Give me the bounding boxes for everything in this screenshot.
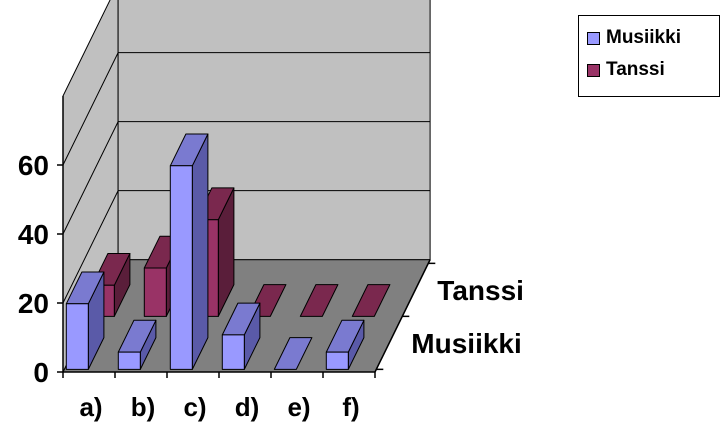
x-tick-label: c) [183,392,206,422]
legend: Musiikki Tanssi [578,15,720,97]
bar-musiikki-5 [273,337,313,370]
bar-musiikki-2 [117,351,141,370]
legend-swatch-tanssi [587,63,600,77]
depth-axis-line [374,259,431,373]
depth-axis-label: Tanssi [437,275,524,306]
x-tick-label: a) [79,392,102,422]
bar-musiikki-6 [325,351,349,370]
x-tick-label: e) [287,392,310,422]
y-tick-label: 0 [33,357,49,388]
bar-musiikki-1 [65,303,89,370]
legend-item-musiikki: Musiikki [587,26,681,50]
bar-musiikki-4 [221,334,245,370]
bar-musiikki-3 [169,165,193,370]
bar-tanssi-5 [299,284,339,317]
y-tick-label: 40 [18,219,49,250]
depth-axis-label: Musiikki [411,328,521,359]
legend-label-tanssi: Tanssi [606,59,665,80]
gridline [62,190,431,304]
x-tick-label: b) [131,392,156,422]
bar-tanssi-6 [351,284,391,317]
legend-swatch-musiikki [587,31,600,45]
x-tick-label: d) [235,392,260,422]
bar-tanssi-2 [143,267,167,317]
gridline [62,121,431,235]
legend-label-musiikki: Musiikki [606,27,681,48]
y-tick-label: 20 [18,288,49,319]
chart-back-wall [117,0,431,261]
x-tick-label: f) [342,392,359,422]
y-tick-label: 60 [18,150,49,181]
gridline [62,52,431,166]
bar-musiikki-3-side [191,133,209,370]
legend-item-tanssi: Tanssi [587,58,665,82]
